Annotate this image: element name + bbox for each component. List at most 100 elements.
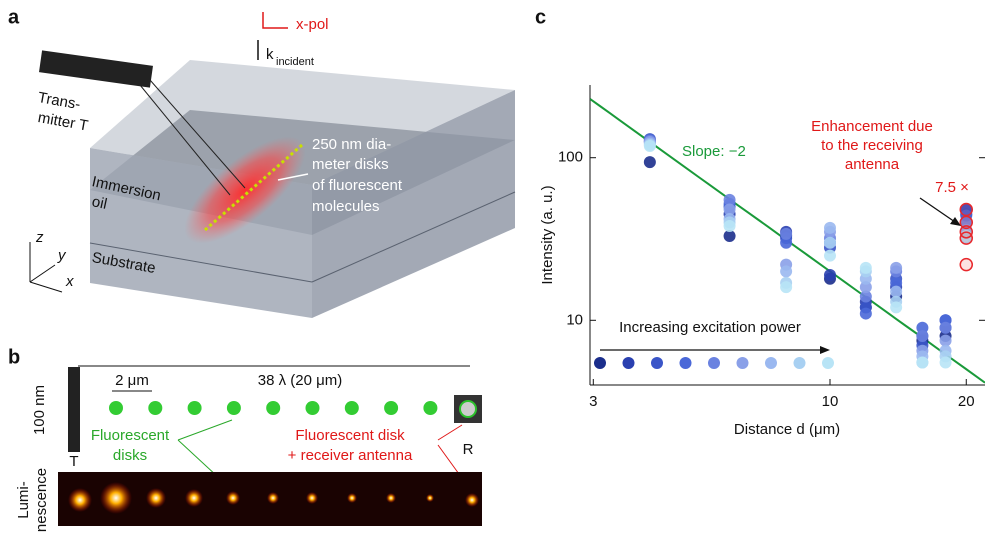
y-tick-label: 10 — [566, 311, 583, 328]
arrow-head — [950, 217, 961, 226]
panel-b: b 38 λ (20 μm) 2 μm 100 nm T R Fluoresce… — [8, 346, 482, 532]
point — [916, 330, 929, 343]
label: Lumi- — [15, 481, 32, 519]
point — [959, 257, 974, 272]
spot — [267, 492, 279, 504]
zoom-line — [149, 79, 246, 189]
spot — [386, 493, 396, 503]
point — [823, 236, 836, 249]
point — [723, 229, 736, 242]
label: incident — [276, 56, 314, 68]
disk — [187, 401, 202, 415]
receiver — [459, 400, 477, 418]
arrow — [277, 173, 309, 181]
point — [823, 249, 836, 262]
point — [780, 227, 793, 240]
legend-dot — [708, 357, 720, 369]
point — [780, 281, 793, 294]
spot — [68, 488, 92, 512]
point — [859, 261, 872, 274]
label: disks — [113, 447, 147, 464]
legend-dot — [736, 357, 749, 369]
panel-a: a Trans- mitter T 250 nm dia- meter disk… — [8, 6, 516, 318]
label: molecules — [312, 198, 380, 215]
spot — [146, 488, 166, 508]
label: oil — [90, 193, 108, 213]
x-tick-label: 10 — [822, 393, 839, 410]
legend-dot — [622, 357, 635, 369]
disks — [109, 401, 438, 415]
point — [890, 301, 903, 314]
point — [723, 203, 736, 216]
fit-label: Slope: −2 — [682, 143, 746, 160]
annotation: Increasing excitation power — [619, 319, 801, 336]
disk — [305, 401, 320, 415]
label: y — [57, 247, 67, 264]
spots — [68, 482, 479, 514]
disk — [148, 401, 163, 415]
point — [780, 236, 793, 249]
y-axis-label: Intensity (a. u.) — [539, 185, 556, 284]
point — [823, 221, 836, 234]
label: Fluorescent — [91, 427, 170, 444]
transmitter-image — [39, 50, 153, 88]
point — [780, 265, 793, 278]
label: 38 λ (20 μm) — [258, 372, 343, 389]
point — [916, 321, 929, 334]
point — [959, 231, 974, 245]
disk — [266, 401, 281, 415]
disk — [384, 401, 399, 415]
label: of fluorescent — [312, 177, 403, 194]
pol-arrow — [262, 12, 288, 29]
x-tick-label: 20 — [958, 393, 975, 410]
x-tick-label: 3 — [589, 393, 597, 410]
glow — [184, 136, 306, 244]
disk — [344, 401, 359, 415]
point — [723, 220, 736, 233]
spot — [426, 494, 434, 502]
point — [890, 285, 903, 298]
label: 100 nm — [31, 385, 48, 435]
point — [959, 202, 974, 217]
label: R — [463, 441, 474, 458]
annotation: 7.5 × — [935, 179, 969, 196]
label: x — [65, 273, 74, 290]
axes-glyph — [29, 242, 63, 293]
point — [823, 268, 836, 281]
label: nescence — [33, 468, 50, 532]
spot — [185, 489, 203, 507]
point — [859, 281, 872, 294]
spot — [347, 493, 357, 503]
arrow-head — [820, 346, 830, 354]
spot — [465, 493, 479, 507]
point — [643, 156, 656, 169]
label: k — [266, 46, 274, 63]
y-tick-label: 100 — [558, 149, 583, 166]
panel-label: a — [8, 6, 20, 28]
label: x-pol — [296, 16, 329, 33]
point — [939, 321, 952, 334]
point — [723, 193, 736, 206]
legend-dot — [765, 357, 777, 369]
point — [859, 307, 872, 320]
point — [890, 261, 903, 274]
disk — [226, 401, 241, 415]
spot — [306, 492, 318, 504]
disk — [423, 401, 438, 415]
point — [939, 356, 952, 369]
zoom-line — [139, 84, 231, 196]
x-axis-label: Distance d (μm) — [734, 421, 840, 438]
point — [939, 334, 952, 347]
label: 250 nm dia- — [312, 136, 391, 153]
legend-dot — [651, 357, 663, 369]
legend-dot — [793, 357, 806, 369]
box-side — [312, 90, 515, 318]
legend-dot — [822, 357, 834, 369]
label: z — [35, 229, 44, 246]
label: T — [69, 453, 78, 470]
label: + receiver antenna — [288, 447, 413, 464]
label: Fluorescent disk — [295, 427, 405, 444]
panel-label: b — [8, 346, 20, 368]
